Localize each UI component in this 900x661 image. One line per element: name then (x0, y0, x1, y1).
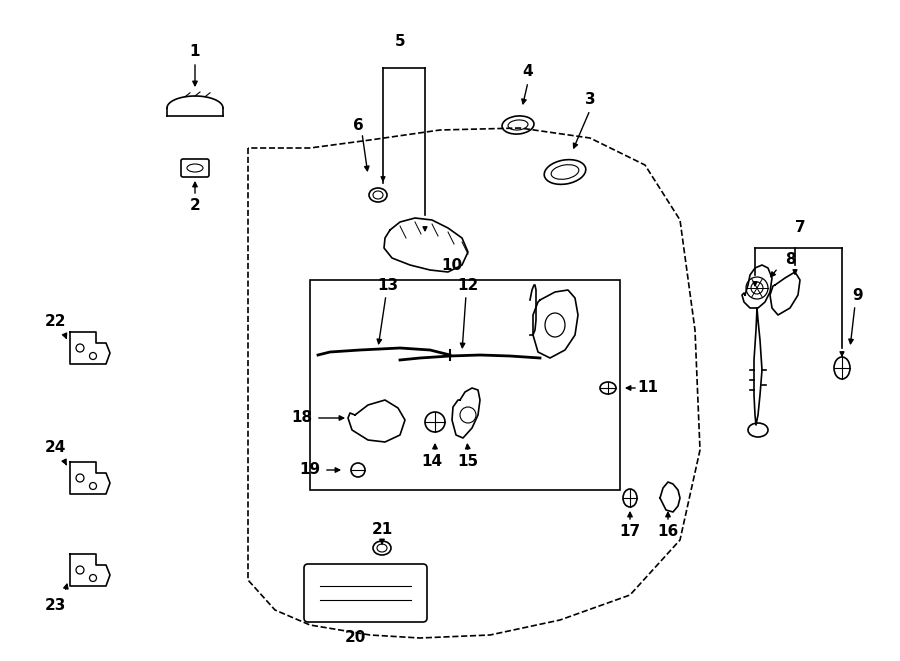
Text: 4: 4 (523, 65, 534, 79)
Text: 22: 22 (44, 315, 66, 329)
Text: 6: 6 (353, 118, 364, 132)
Text: 3: 3 (585, 93, 595, 108)
Text: 16: 16 (657, 524, 679, 539)
Text: 18: 18 (292, 410, 312, 426)
Text: 5: 5 (395, 34, 405, 50)
Text: 23: 23 (44, 598, 66, 613)
Text: 15: 15 (457, 455, 479, 469)
Text: 9: 9 (852, 288, 863, 303)
Text: 24: 24 (44, 440, 66, 455)
Text: 12: 12 (457, 278, 479, 293)
Text: 14: 14 (421, 455, 443, 469)
Text: 2: 2 (190, 198, 201, 212)
Text: 21: 21 (372, 522, 392, 537)
Text: 10: 10 (441, 258, 463, 272)
Text: 20: 20 (345, 631, 365, 646)
Text: 19: 19 (300, 463, 320, 477)
Text: 8: 8 (785, 253, 796, 268)
Text: 7: 7 (795, 221, 806, 235)
Text: 13: 13 (377, 278, 399, 293)
Text: 1: 1 (190, 44, 200, 59)
Text: 11: 11 (637, 381, 659, 395)
Bar (310, 280, 620, 490)
Text: 17: 17 (619, 524, 641, 539)
